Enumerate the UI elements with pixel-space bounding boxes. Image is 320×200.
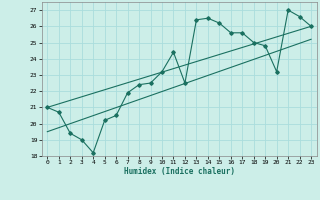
X-axis label: Humidex (Indice chaleur): Humidex (Indice chaleur)	[124, 167, 235, 176]
